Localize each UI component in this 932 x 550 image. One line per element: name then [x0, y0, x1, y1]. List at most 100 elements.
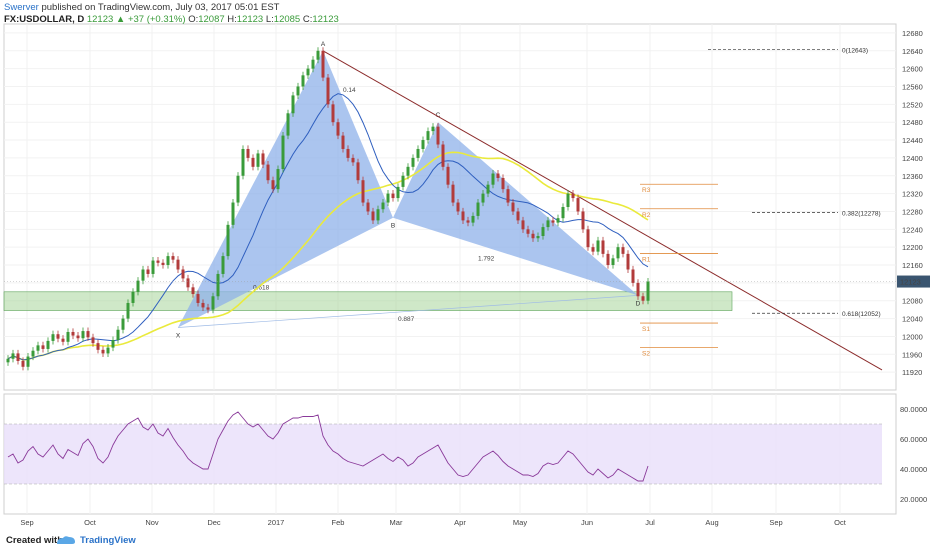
candle-body	[406, 166, 410, 176]
y-tick-label: 12080	[902, 297, 923, 306]
pattern-xd-line	[177, 295, 639, 328]
candle-body	[461, 211, 465, 221]
candle-body	[16, 353, 20, 361]
candle-body	[411, 157, 415, 167]
candle-body	[546, 220, 550, 228]
tradingview-logo-icon	[57, 536, 75, 544]
candle-body	[31, 350, 35, 357]
candle-body	[491, 173, 495, 185]
candle-body	[416, 148, 420, 158]
candle-body	[576, 198, 580, 212]
author-link[interactable]: Swerver	[4, 2, 39, 13]
last-price-tag: 12123	[900, 278, 921, 287]
candle-body	[136, 280, 140, 292]
candle-body	[196, 294, 200, 303]
y-tick-label: 12480	[902, 118, 923, 127]
candle-body	[556, 218, 560, 223]
candle-body	[616, 247, 620, 259]
candle-body	[121, 318, 125, 330]
y-tick-label: 12440	[902, 136, 923, 145]
chart-canvas[interactable]: 12680 12640 12600 12560 12520 12480 12440 12400…	[0, 0, 932, 531]
candle-body	[206, 307, 210, 310]
candle-body	[176, 259, 180, 270]
candle-body	[131, 291, 135, 303]
candle-body	[596, 240, 600, 252]
y-tick-label: 12320	[902, 190, 923, 199]
candle-body	[191, 287, 195, 295]
y-tick-label: 11960	[902, 350, 922, 359]
descending-trendline	[322, 50, 883, 371]
candle-body	[366, 202, 370, 212]
up-arrow-icon: ▲	[115, 14, 126, 25]
chart-header: Swerver published on TradingView.com, Ju…	[4, 2, 339, 26]
candle-body	[451, 184, 455, 203]
candle-body	[156, 260, 160, 263]
candle-body	[396, 186, 400, 199]
pattern-point-d: D	[636, 300, 641, 307]
candle-body	[256, 153, 260, 167]
candle-body	[331, 104, 335, 123]
candle-body	[486, 184, 490, 194]
candle-body	[441, 144, 445, 167]
x-tick-label: Apr	[454, 518, 466, 527]
candle-body	[626, 253, 630, 270]
x-tick-label: Feb	[332, 518, 345, 527]
low-value: 12085	[273, 14, 301, 25]
moving-average-long	[7, 151, 649, 361]
candle-body	[216, 273, 220, 297]
close-value: 12123	[312, 14, 339, 25]
y-tick-label: 12240	[902, 225, 923, 234]
pattern-point-x: X	[176, 333, 181, 340]
x-tick-label: Nov	[145, 518, 159, 527]
candle-body	[386, 193, 390, 203]
y-tick-label: 12560	[902, 82, 923, 91]
candle-body	[171, 256, 175, 260]
candle-body	[186, 278, 190, 288]
candle-body	[271, 180, 275, 190]
candle-body	[581, 211, 585, 230]
x-tick-label: Jul	[645, 518, 655, 527]
pattern-ratio-label: 0.887	[398, 316, 415, 323]
symbol-label[interactable]: FX:USDOLLAR, D	[4, 14, 85, 25]
candle-body	[51, 334, 55, 341]
candle-body	[296, 86, 300, 96]
candle-body	[631, 269, 635, 283]
candle-body	[341, 135, 345, 149]
candle-body	[146, 269, 150, 274]
candle-body	[426, 131, 430, 141]
close-label: C:	[302, 14, 313, 25]
rsi-tick-label: 60.0000	[900, 435, 927, 444]
pattern-ratio-label: 0.14	[343, 87, 356, 94]
candle-body	[621, 247, 625, 254]
candle-body	[96, 343, 100, 350]
candle-body	[71, 331, 75, 336]
candle-body	[446, 166, 450, 185]
created-with-label: Created with	[6, 535, 64, 546]
candle-body	[321, 50, 325, 78]
candle-body	[536, 236, 540, 239]
candle-body	[76, 335, 80, 339]
candle-body	[566, 193, 570, 207]
last-price-tag-bg	[897, 275, 930, 288]
candle-body	[211, 296, 215, 310]
candle-body	[541, 227, 545, 237]
pattern-point-b: B	[391, 223, 395, 230]
pattern-xab-triangle	[178, 50, 393, 328]
support-zone	[3, 291, 733, 311]
x-tick-label: Sep	[20, 518, 33, 527]
candle-body	[526, 229, 530, 234]
candle-body	[436, 126, 440, 145]
pivot-label: R1	[642, 256, 651, 263]
y-tick-label: 12040	[902, 315, 923, 324]
tradingview-brand[interactable]: TradingView	[80, 535, 136, 546]
candle-body	[521, 220, 525, 230]
candle-body	[376, 209, 380, 221]
rsi-line	[7, 411, 649, 482]
candle-body	[266, 164, 270, 181]
candle-body	[101, 349, 105, 354]
high-label: H:	[227, 14, 237, 25]
candle-body	[591, 247, 595, 252]
y-tick-label: 12520	[902, 100, 923, 109]
candle-body	[301, 75, 305, 87]
candle-body	[241, 148, 245, 176]
